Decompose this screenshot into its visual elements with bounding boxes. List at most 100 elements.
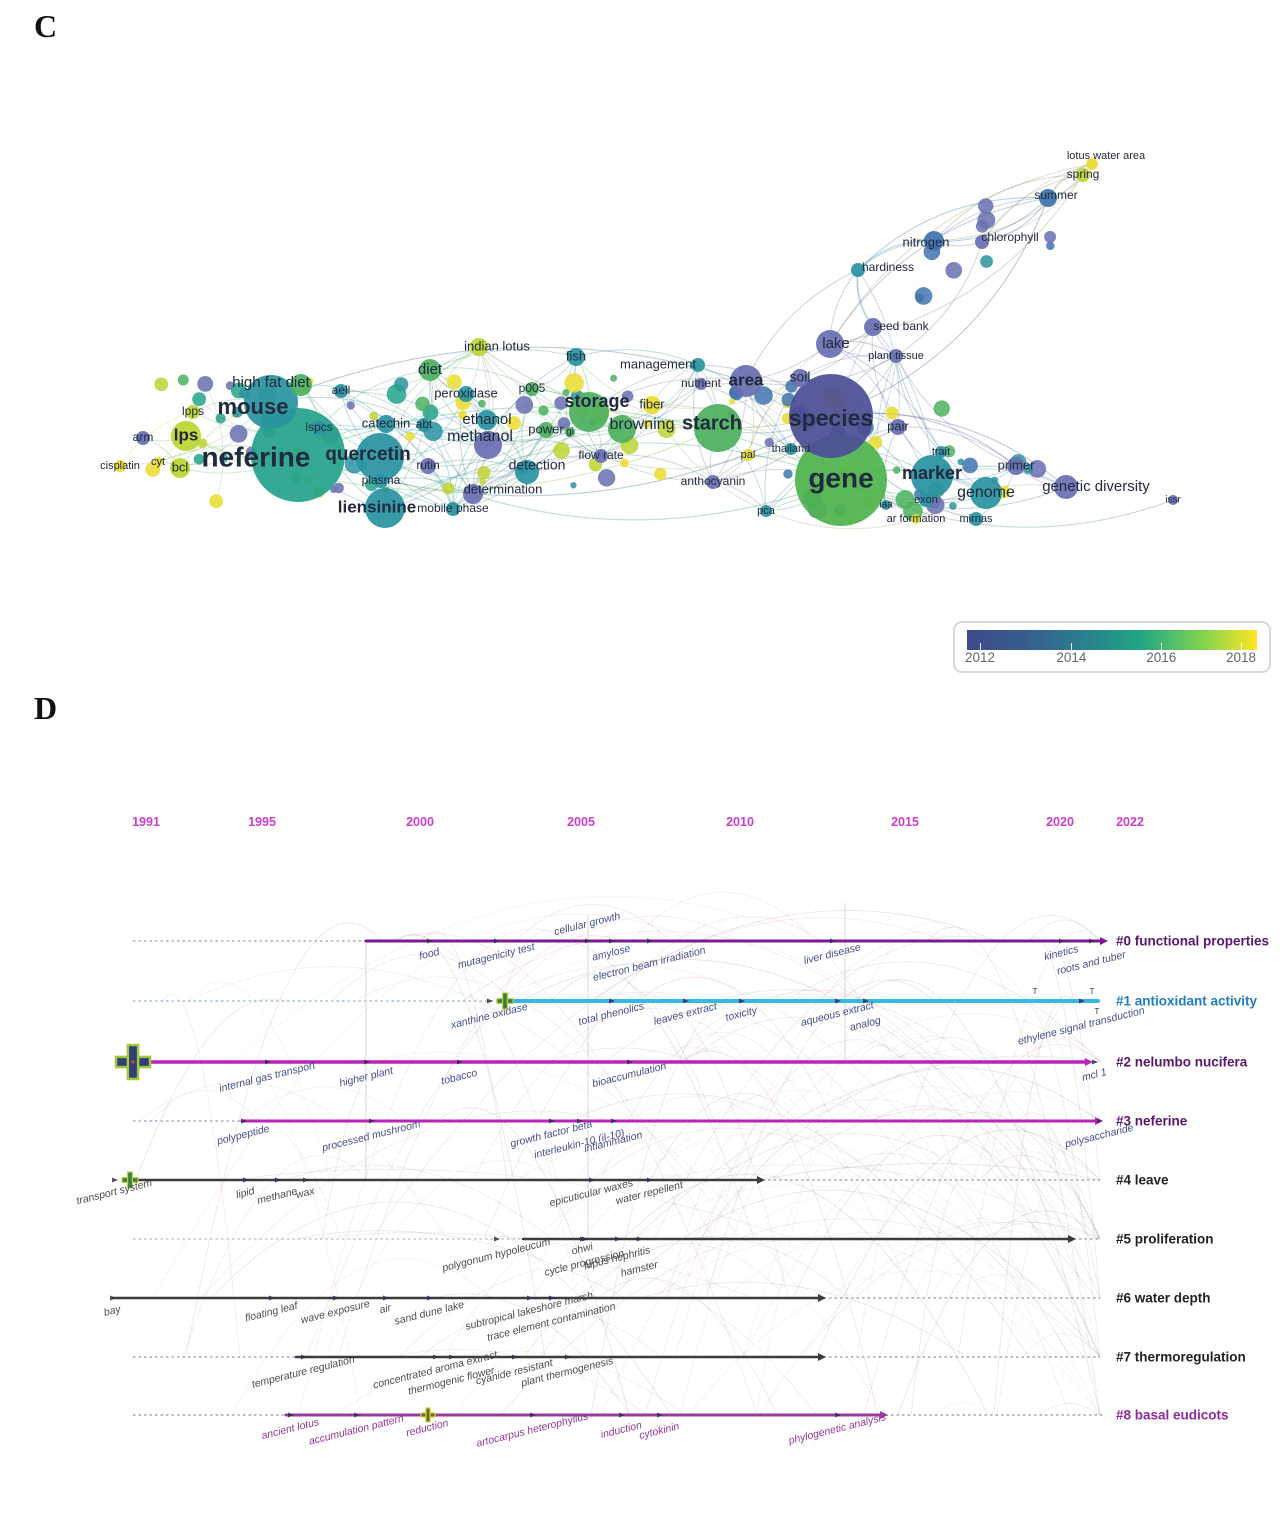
network-node[interactable]: [442, 482, 455, 495]
network-node[interactable]: [290, 374, 312, 396]
network-node[interactable]: [515, 396, 534, 414]
network-node[interactable]: [881, 500, 891, 510]
network-node[interactable]: [919, 493, 933, 507]
network-node[interactable]: [171, 421, 201, 451]
network-node[interactable]: [608, 415, 636, 443]
network-node[interactable]: [754, 386, 773, 405]
network-node[interactable]: [177, 374, 189, 386]
network-node[interactable]: [446, 502, 460, 516]
network-node[interactable]: [864, 318, 882, 336]
network-node[interactable]: [868, 435, 883, 450]
network-node[interactable]: [816, 330, 844, 358]
network-node[interactable]: [334, 384, 348, 398]
network-node[interactable]: [764, 437, 774, 448]
network-node[interactable]: [419, 359, 441, 381]
network-node[interactable]: [620, 458, 629, 468]
network-node[interactable]: [911, 514, 921, 524]
network-node[interactable]: [415, 396, 430, 412]
network-node[interactable]: [365, 488, 405, 528]
network-node[interactable]: [890, 419, 906, 435]
network-node[interactable]: [911, 455, 953, 497]
network-node[interactable]: [569, 392, 609, 432]
network-node[interactable]: [1007, 457, 1025, 475]
network-node[interactable]: [789, 374, 873, 458]
network-node[interactable]: [1054, 475, 1078, 499]
network-node[interactable]: [404, 431, 415, 442]
network-node[interactable]: [474, 431, 502, 459]
network-node[interactable]: [565, 427, 575, 437]
network-node[interactable]: [760, 505, 772, 517]
network-node[interactable]: [229, 424, 248, 443]
network-node[interactable]: [515, 460, 539, 484]
network-node[interactable]: [457, 410, 468, 420]
network-node[interactable]: [791, 369, 809, 387]
network-node[interactable]: [215, 413, 226, 424]
cluster-label[interactable]: #3 neferine: [1116, 1114, 1188, 1129]
network-node[interactable]: [479, 477, 487, 485]
network-node[interactable]: [695, 378, 707, 390]
network-node[interactable]: [538, 405, 549, 416]
cluster-label[interactable]: #5 proliferation: [1116, 1232, 1214, 1247]
network-node[interactable]: [1028, 460, 1047, 478]
network-node[interactable]: [192, 392, 207, 407]
network-node[interactable]: [594, 449, 608, 463]
network-node[interactable]: [446, 374, 462, 390]
network-node[interactable]: [477, 410, 497, 430]
network-node[interactable]: [507, 416, 521, 431]
network-node[interactable]: [477, 399, 486, 408]
network-node[interactable]: [892, 466, 901, 474]
network-node[interactable]: [969, 512, 983, 526]
network-node[interactable]: [374, 474, 388, 488]
network-node[interactable]: [978, 198, 994, 214]
network-node[interactable]: [795, 434, 887, 526]
network-node[interactable]: [610, 374, 618, 382]
network-node[interactable]: [356, 433, 404, 481]
network-node[interactable]: [975, 219, 989, 233]
network-node[interactable]: [706, 475, 720, 489]
network-node[interactable]: [654, 467, 667, 481]
network-node[interactable]: [1023, 463, 1034, 474]
network-node[interactable]: [785, 443, 797, 455]
network-node[interactable]: [312, 421, 326, 435]
network-node[interactable]: [728, 398, 735, 405]
network-node[interactable]: [153, 457, 163, 467]
network-node[interactable]: [1168, 495, 1178, 505]
network-node[interactable]: [924, 231, 944, 251]
network-node[interactable]: [170, 458, 190, 478]
network-node[interactable]: [742, 449, 754, 461]
network-node[interactable]: [1039, 189, 1057, 207]
network-node[interactable]: [377, 415, 395, 433]
network-node[interactable]: [1086, 158, 1098, 170]
network-node[interactable]: [889, 349, 903, 363]
network-node[interactable]: [463, 484, 483, 504]
network-node[interactable]: [1046, 241, 1055, 251]
network-node[interactable]: [553, 442, 570, 459]
network-node[interactable]: [885, 406, 899, 420]
network-node[interactable]: [417, 418, 431, 432]
network-node[interactable]: [369, 411, 379, 421]
network-node[interactable]: [562, 388, 570, 397]
network-node[interactable]: [386, 384, 407, 404]
network-node[interactable]: [783, 469, 793, 479]
network-node[interactable]: [219, 453, 229, 463]
network-node[interactable]: [458, 386, 474, 402]
network-node[interactable]: [244, 375, 298, 429]
network-node[interactable]: [935, 446, 947, 458]
network-node[interactable]: [1044, 230, 1057, 243]
cluster-label[interactable]: #0 functional properties: [1116, 934, 1269, 949]
network-node[interactable]: [980, 255, 993, 268]
cluster-label[interactable]: #7 thermoregulation: [1116, 1350, 1246, 1365]
network-node[interactable]: [957, 458, 965, 466]
network-node[interactable]: [554, 396, 568, 410]
network-node[interactable]: [470, 338, 488, 356]
network-node[interactable]: [333, 482, 344, 494]
network-node[interactable]: [564, 373, 584, 393]
network-node[interactable]: [197, 375, 214, 392]
network-node[interactable]: [186, 405, 200, 419]
network-node[interactable]: [597, 469, 616, 487]
network-node[interactable]: [193, 453, 205, 465]
network-node[interactable]: [945, 262, 963, 279]
cluster-label[interactable]: #2 nelumbo nucifera: [1116, 1055, 1248, 1070]
network-node[interactable]: [642, 420, 651, 429]
network-node[interactable]: [538, 422, 554, 438]
